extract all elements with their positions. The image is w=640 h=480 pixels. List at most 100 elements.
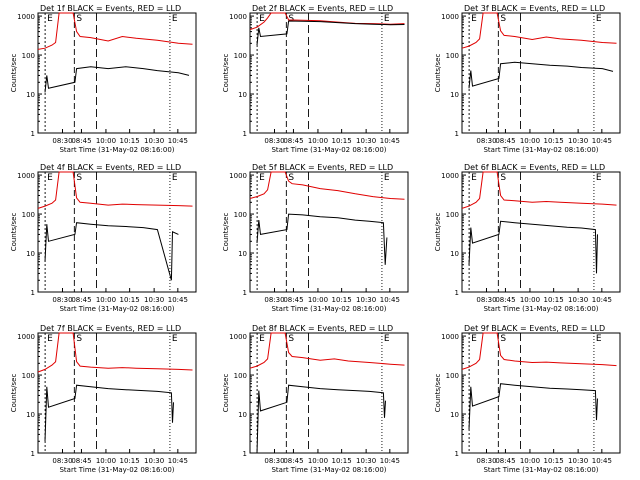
- y-axis-label: Counts/sec: [222, 54, 230, 93]
- y-tick-label: 1000: [441, 333, 459, 341]
- y-tick-label: 1000: [441, 13, 459, 21]
- y-tick-label: 1: [31, 450, 35, 458]
- x-tick-label: 08:30: [476, 137, 496, 145]
- x-axis-label: Start Time (31-May-02 08:16:00): [271, 466, 386, 474]
- marker-label: E: [47, 173, 53, 183]
- x-tick-label: 10:30: [568, 457, 588, 465]
- y-axis-label: Counts/sec: [10, 54, 18, 93]
- y-tick-label: 100: [234, 372, 247, 380]
- panel-title: Det 2f BLACK = Events, RED = LLD: [252, 4, 393, 13]
- x-tick-label: 10:15: [120, 457, 140, 465]
- x-tick-label: 10:00: [308, 137, 328, 145]
- y-tick-label: 1: [31, 289, 35, 297]
- lld-series-line: [37, 332, 193, 373]
- x-tick-label: 10:30: [568, 296, 588, 304]
- marker-label: E: [259, 14, 265, 24]
- x-tick-label: 08:30: [52, 137, 72, 145]
- marker-label: S: [500, 14, 506, 24]
- marker-label: S: [76, 334, 82, 344]
- lld-series-line: [461, 12, 617, 49]
- x-tick-label: 10:45: [380, 457, 400, 465]
- x-tick-label: 08:30: [52, 457, 72, 465]
- y-tick-label: 1: [455, 289, 459, 297]
- events-series-line: [256, 384, 386, 454]
- detector-panel: Det 9f BLACK = Events, RED = LLD 1 10 100 10…: [434, 324, 621, 474]
- x-tick-label: 10:15: [332, 137, 352, 145]
- panel-title: Det 4f BLACK = Events, RED = LLD: [40, 163, 181, 172]
- detector-panel: Det 8f BLACK = Events, RED = LLD 1 10 100 10…: [222, 324, 409, 474]
- panel-title: Det 3f BLACK = Events, RED = LLD: [464, 4, 605, 13]
- x-tick-label: 10:30: [356, 457, 376, 465]
- x-tick-label: 08:45: [71, 137, 91, 145]
- x-tick-label: 10:00: [308, 296, 328, 304]
- x-tick-label: 08:30: [264, 137, 284, 145]
- y-tick-label: 10: [450, 411, 459, 419]
- y-tick-label: 10: [450, 91, 459, 99]
- detector-panel: Det 2f BLACK = Events, RED = LLD 1 10 100 10…: [222, 4, 409, 154]
- y-axis-label: Counts/sec: [222, 374, 230, 413]
- x-axis-label: Start Time (31-May-02 08:16:00): [59, 466, 174, 474]
- marker-label: E: [47, 334, 53, 344]
- y-tick-label: 10: [26, 411, 35, 419]
- y-tick-label: 100: [446, 52, 459, 60]
- x-axis-label: Start Time (31-May-02 08:16:00): [483, 305, 598, 313]
- marker-label: S: [288, 173, 294, 183]
- y-axis-label: Counts/sec: [434, 374, 442, 413]
- marker-label: E: [259, 334, 265, 344]
- detector-panel: Det 4f BLACK = Events, RED = LLD 1 10 100 10…: [10, 163, 197, 313]
- x-tick-label: 10:45: [168, 137, 188, 145]
- x-tick-label: 08:30: [264, 457, 284, 465]
- x-tick-label: 10:15: [120, 137, 140, 145]
- x-tick-label: 08:45: [283, 137, 303, 145]
- y-tick-label: 10: [238, 411, 247, 419]
- panel-title: Det 5f BLACK = Events, RED = LLD: [252, 163, 393, 172]
- panel-title: Det 1f BLACK = Events, RED = LLD: [40, 4, 181, 13]
- y-axis-label: Counts/sec: [434, 213, 442, 252]
- x-tick-label: 10:00: [96, 457, 116, 465]
- y-tick-label: 1000: [17, 172, 35, 180]
- marker-label: E: [384, 334, 390, 344]
- x-tick-label: 10:30: [356, 296, 376, 304]
- plot-frame: [249, 12, 409, 134]
- x-tick-label: 08:30: [476, 457, 496, 465]
- x-tick-label: 10:45: [592, 457, 612, 465]
- y-axis-label: Counts/sec: [10, 374, 18, 413]
- plot-frame: [249, 171, 409, 293]
- events-series-line: [468, 220, 598, 274]
- marker-label: E: [471, 14, 477, 24]
- y-tick-label: 1000: [229, 172, 247, 180]
- marker-label: E: [384, 173, 390, 183]
- y-tick-label: 100: [234, 211, 247, 219]
- panel-title: Det 6f BLACK = Events, RED = LLD: [464, 163, 605, 172]
- x-tick-label: 10:45: [168, 296, 188, 304]
- events-series-line: [468, 61, 614, 89]
- x-tick-label: 08:45: [71, 457, 91, 465]
- y-tick-label: 100: [446, 211, 459, 219]
- events-series-line: [44, 66, 190, 93]
- panel-title: Det 7f BLACK = Events, RED = LLD: [40, 324, 181, 333]
- marker-label: E: [596, 14, 602, 24]
- x-tick-label: 08:45: [71, 296, 91, 304]
- detector-panel: Det 1f BLACK = Events, RED = LLD 1 10 100 10…: [10, 4, 197, 154]
- x-tick-label: 10:00: [520, 457, 540, 465]
- panel-title: Det 9f BLACK = Events, RED = LLD: [464, 324, 605, 333]
- marker-label: E: [596, 173, 602, 183]
- x-tick-label: 08:45: [283, 457, 303, 465]
- x-tick-label: 10:30: [144, 457, 164, 465]
- x-tick-label: 10:00: [96, 296, 116, 304]
- detector-panel: Det 7f BLACK = Events, RED = LLD 1 10 100 10…: [10, 324, 197, 474]
- marker-label: S: [500, 173, 506, 183]
- detector-panel: Det 3f BLACK = Events, RED = LLD 1 10 100 10…: [434, 4, 621, 154]
- marker-label: E: [172, 334, 178, 344]
- x-tick-label: 10:00: [520, 137, 540, 145]
- x-axis-label: Start Time (31-May-02 08:16:00): [483, 466, 598, 474]
- marker-label: S: [76, 14, 82, 24]
- x-tick-label: 08:30: [52, 296, 72, 304]
- x-tick-label: 10:45: [380, 137, 400, 145]
- marker-label: S: [288, 14, 294, 24]
- y-tick-label: 100: [22, 52, 35, 60]
- plot-frame: [249, 332, 409, 454]
- x-tick-label: 08:30: [264, 296, 284, 304]
- plot-frame: [461, 12, 621, 134]
